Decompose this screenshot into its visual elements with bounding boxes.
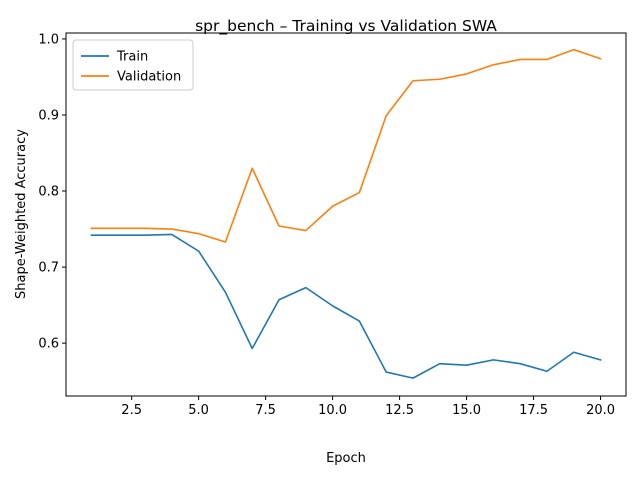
plot-area: 2.5 5.0 7.5 10.0 12.5 15.0 17.5 20.0 0.60.70.80…: [38, 32, 627, 418]
y-tick-label: 1.0: [38, 32, 59, 47]
legend: Train Validation: [72, 39, 194, 91]
x-axis-ticks: 2.5 5.0 7.5 10.0 12.5 15.0 17.5 20.0: [121, 396, 615, 418]
y-tick-label: 0.7: [38, 261, 59, 276]
y-tick-label: 0.9: [38, 108, 59, 123]
series-layer: [90, 48, 602, 379]
y-axis-label: Shape-Weighted Accuracy: [14, 129, 29, 299]
y-tick-label: 0.6: [38, 337, 59, 352]
x-tick-label: 15.0: [452, 403, 481, 418]
y-tick-label: 0.8: [38, 185, 59, 200]
x-tick-label: 5.0: [188, 403, 209, 418]
chart-title: spr_bench – Training vs Validation SWA: [195, 17, 497, 36]
x-tick-label: 7.5: [255, 403, 276, 418]
legend-box: [72, 39, 194, 91]
series-line-validation: [90, 48, 602, 243]
x-axis-label: Epoch: [326, 451, 366, 466]
y-axis-ticks: 0.6 0.7 0.8 0.9 1.0: [38, 32, 66, 352]
x-tick-label: 12.5: [385, 403, 414, 418]
x-tick-label: 20.0: [586, 403, 615, 418]
series-line-train: [90, 233, 602, 379]
legend-label-validation: Validation: [117, 70, 181, 85]
plot-frame: [65, 32, 627, 397]
x-tick-label: 10.0: [318, 403, 347, 418]
legend-label-train: Train: [116, 50, 148, 65]
x-tick-label: 17.5: [519, 403, 548, 418]
x-tick-label: 2.5: [121, 403, 142, 418]
